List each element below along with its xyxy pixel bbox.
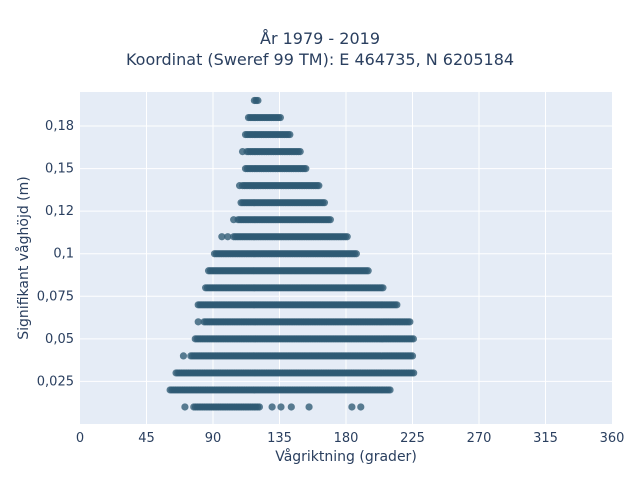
data-point — [386, 386, 394, 394]
data-point — [379, 284, 387, 292]
data-point — [348, 403, 356, 411]
data-point — [179, 352, 188, 360]
data-point — [393, 301, 401, 309]
data-point — [357, 403, 365, 411]
data-point — [315, 182, 323, 190]
y-tick-label: 0,15 — [45, 162, 74, 177]
y-tick-label: 0,18 — [45, 119, 74, 134]
data-point — [305, 403, 313, 411]
grid-lines — [80, 92, 612, 424]
data-points — [166, 96, 418, 411]
y-tick-label: 0,025 — [37, 374, 74, 389]
data-point — [230, 216, 238, 224]
x-tick-label: 225 — [400, 431, 425, 446]
data-point — [218, 233, 226, 241]
chart-subtitle: Koordinat (Sweref 99 TM): E 464735, N 62… — [125, 50, 515, 69]
data-point — [224, 233, 232, 241]
data-point — [364, 267, 372, 275]
y-tick-label: 0,12 — [45, 204, 74, 219]
data-point — [254, 96, 262, 105]
y-tick-labels: 0,025 0,05 0,075 0,1 0,12 0,15 0,18 — [37, 119, 74, 389]
x-tick-label: 360 — [600, 431, 625, 446]
data-point — [268, 403, 276, 411]
x-tick-labels: 0 45 90 135 180 225 270 315 360 — [76, 431, 625, 446]
data-point — [352, 250, 360, 258]
data-point — [236, 182, 244, 190]
data-point — [406, 318, 414, 326]
x-tick-label: 45 — [138, 431, 155, 446]
x-tick-label: 90 — [205, 431, 222, 446]
data-point — [302, 165, 310, 173]
y-tick-label: 0,05 — [45, 332, 74, 347]
data-point — [410, 369, 418, 377]
data-point — [326, 216, 334, 224]
x-axis-title: Vågriktning (grader) — [275, 448, 417, 465]
data-point — [277, 403, 285, 411]
x-tick-label: 180 — [334, 431, 359, 446]
x-tick-label: 270 — [467, 431, 492, 446]
x-tick-label: 0 — [76, 431, 84, 446]
data-point — [238, 147, 247, 156]
data-point — [343, 233, 351, 241]
data-point — [286, 130, 294, 139]
data-point — [194, 318, 202, 326]
y-tick-label: 0,075 — [37, 289, 74, 304]
data-point — [255, 403, 263, 411]
data-point — [296, 147, 304, 156]
y-tick-label: 0,1 — [53, 247, 74, 262]
y-axis-title: Signifikant våghöjd (m) — [15, 176, 32, 339]
data-point — [320, 199, 329, 207]
x-tick-label: 135 — [267, 431, 292, 446]
x-tick-label: 315 — [533, 431, 558, 446]
data-point — [276, 113, 284, 122]
data-point — [408, 352, 417, 360]
data-point — [287, 403, 295, 411]
data-point — [181, 403, 189, 411]
chart-title: År 1979 - 2019 — [260, 29, 380, 48]
data-point — [409, 335, 417, 343]
